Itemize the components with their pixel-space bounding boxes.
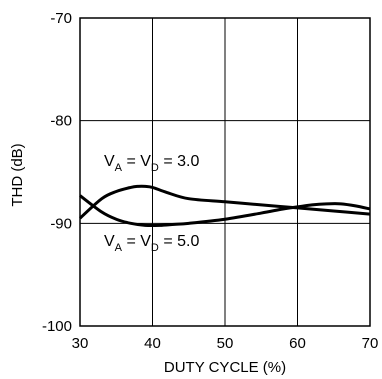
annotation-sub: A: [115, 242, 123, 254]
annotation-sub: D: [151, 162, 159, 174]
annotation-va-vd-5v: VA = VD = 5.0: [104, 233, 199, 254]
annotation-mid: = V: [122, 233, 151, 250]
annotation-main: V: [104, 233, 115, 250]
x-tick-label: 50: [217, 335, 234, 352]
annotation-tail: = 5.0: [159, 233, 200, 250]
x-tick-label: 30: [72, 335, 89, 352]
x-tick-label: 60: [289, 335, 306, 352]
x-tick-label: 40: [144, 335, 161, 352]
annotation-tail: = 3.0: [159, 153, 200, 170]
y-axis-title: THD (dB): [9, 143, 26, 206]
series-group: [78, 184, 371, 228]
y-tick-label: -100: [42, 318, 72, 335]
x-axis-title: DUTY CYCLE (%): [164, 359, 286, 376]
annotation-mid: = V: [122, 153, 151, 170]
y-tick-label: -90: [50, 215, 72, 232]
plot-frame: [79, 17, 371, 327]
grid: [80, 18, 370, 326]
annotation-sub: D: [151, 242, 159, 254]
annotation-va-vd-3v: VA = VD = 3.0: [104, 153, 199, 174]
annotation-sub: A: [115, 162, 123, 174]
y-tick-label: -80: [50, 113, 72, 130]
x-tick-label: 70: [362, 335, 379, 352]
y-tick-label: -70: [50, 10, 72, 27]
series-line-2: [79, 194, 371, 228]
tick-labels: 30 40 50 60 70 -70 -80 -90 -100: [42, 10, 378, 352]
annotation-main: V: [104, 153, 115, 170]
